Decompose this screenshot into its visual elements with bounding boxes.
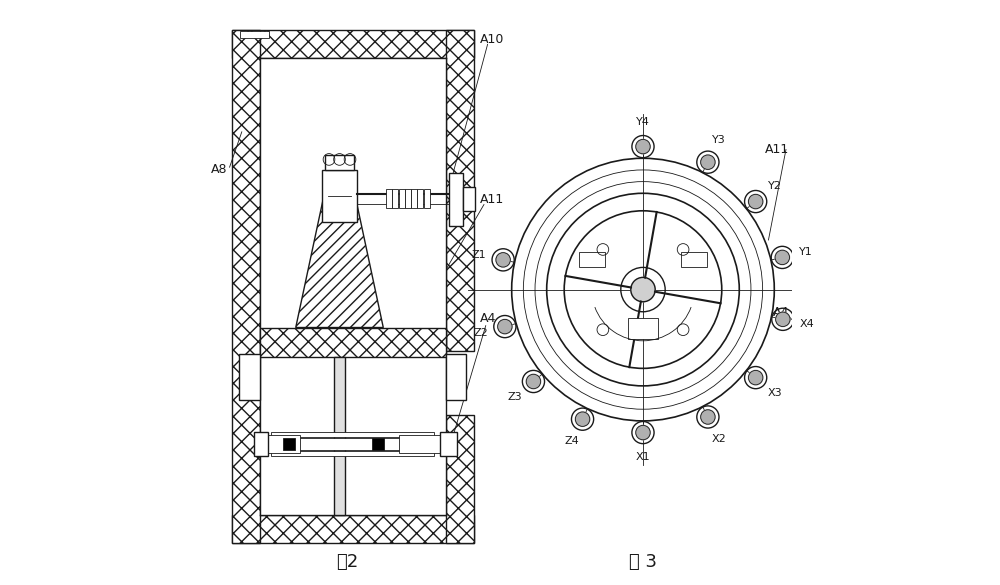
Text: Z3: Z3 [507, 393, 522, 402]
Text: Y4: Y4 [636, 117, 650, 127]
Text: 95: 95 [331, 501, 345, 511]
Bar [463, 187, 475, 211]
Bar [399, 435, 446, 453]
Bar [386, 190, 392, 208]
Bar [271, 451, 434, 456]
Bar [628, 318, 658, 339]
Bar [283, 438, 295, 450]
Text: X3: X3 [768, 388, 782, 398]
Bar [232, 515, 474, 543]
Circle shape [775, 250, 790, 264]
Bar [411, 190, 417, 208]
Bar [239, 354, 260, 401]
Bar [579, 253, 605, 267]
Text: A11: A11 [765, 143, 789, 156]
Text: Y2: Y2 [768, 181, 782, 191]
Bar [240, 31, 269, 38]
Circle shape [496, 253, 510, 267]
Text: 图2: 图2 [336, 553, 358, 571]
Bar [440, 432, 457, 456]
Circle shape [748, 370, 763, 385]
Bar [322, 170, 357, 222]
Bar [372, 438, 384, 450]
Bar [449, 173, 463, 226]
Text: Y1: Y1 [799, 247, 813, 257]
Bar [260, 328, 446, 357]
Text: A8: A8 [211, 163, 228, 177]
Polygon shape [296, 199, 383, 328]
Text: X1: X1 [636, 452, 650, 462]
Circle shape [636, 139, 650, 154]
Circle shape [564, 211, 722, 369]
Bar [260, 357, 446, 515]
Circle shape [498, 319, 512, 334]
Bar [325, 156, 354, 170]
Bar [271, 432, 434, 437]
Bar [424, 190, 430, 208]
Bar [446, 415, 474, 543]
Text: X2: X2 [712, 434, 726, 444]
Text: A4: A4 [480, 312, 496, 325]
Text: A11: A11 [480, 192, 504, 205]
Circle shape [526, 374, 541, 388]
Text: Y3: Y3 [712, 135, 726, 145]
Text: Z4: Z4 [565, 436, 580, 446]
Text: A4: A4 [773, 307, 789, 319]
Bar [265, 435, 300, 453]
Bar [417, 190, 423, 208]
Bar [681, 253, 707, 267]
Bar [334, 357, 345, 515]
Circle shape [748, 194, 763, 209]
Text: A10: A10 [480, 33, 504, 46]
Circle shape [631, 277, 655, 302]
Text: Z1: Z1 [472, 250, 486, 260]
Text: 图 3: 图 3 [629, 553, 657, 571]
Bar [446, 354, 466, 401]
Circle shape [701, 410, 715, 424]
Bar [232, 30, 474, 58]
Bar [405, 190, 411, 208]
Bar [271, 438, 434, 450]
Bar [254, 432, 268, 456]
Circle shape [636, 425, 650, 440]
Circle shape [701, 155, 715, 170]
Bar [260, 58, 446, 328]
Circle shape [776, 312, 790, 326]
Text: X4: X4 [799, 319, 814, 329]
Bar [232, 30, 260, 543]
Text: Z2: Z2 [474, 328, 489, 338]
Bar [446, 30, 474, 351]
Circle shape [575, 412, 590, 426]
Bar [399, 190, 405, 208]
Bar [392, 190, 398, 208]
